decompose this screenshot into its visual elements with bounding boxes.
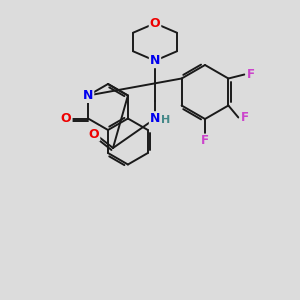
Text: N: N: [150, 112, 160, 125]
Text: O: O: [89, 128, 99, 140]
Text: F: F: [240, 111, 248, 124]
Text: F: F: [246, 68, 254, 81]
Text: N: N: [150, 54, 160, 67]
Text: H: H: [161, 115, 171, 125]
Text: O: O: [61, 112, 71, 125]
Text: N: N: [83, 89, 93, 102]
Text: F: F: [201, 134, 209, 148]
Text: O: O: [150, 17, 160, 30]
